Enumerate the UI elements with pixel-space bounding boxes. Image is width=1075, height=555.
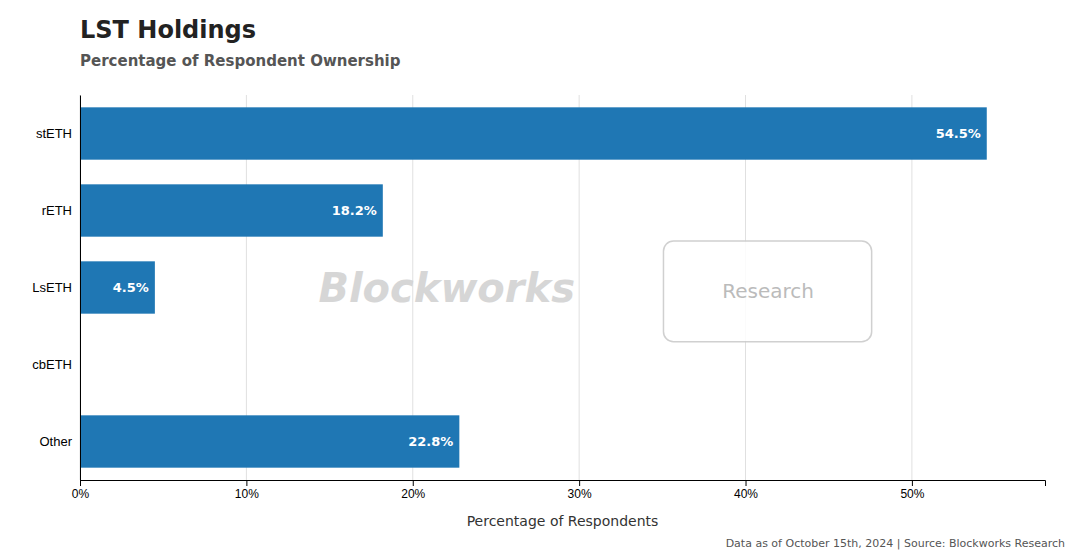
- x-tick-mark: [246, 480, 247, 486]
- y-tick-label: Other: [39, 434, 72, 449]
- y-tick-label: stETH: [36, 126, 72, 141]
- x-tick-label: 20%: [401, 487, 425, 501]
- data-label: 54.5%: [936, 126, 981, 141]
- x-tick-label: 10%: [235, 487, 259, 501]
- chart-svg: Blockworks Research 0% 10% 20% 30% 40% 50% stETH…: [0, 0, 1075, 555]
- bar: [80, 107, 987, 159]
- y-tick-label: cbETH: [32, 357, 72, 372]
- y-tick: rETH: [42, 203, 72, 218]
- x-tick-mark: [413, 480, 414, 486]
- bar: [80, 261, 155, 313]
- y-tick: LsETH: [32, 280, 72, 295]
- x-tick: 0%: [72, 480, 90, 501]
- y-axis: stETH rETH LsETH cbETH Other: [32, 96, 80, 481]
- y-tick-label: LsETH: [32, 280, 72, 295]
- x-tick: 10%: [235, 480, 259, 501]
- x-axis-title: Percentage of Respondents: [467, 513, 659, 529]
- x-tick: 20%: [401, 480, 425, 501]
- x-axis: 0% 10% 20% 30% 40% 50%: [72, 480, 1046, 501]
- watermark: Blockworks Research: [318, 241, 871, 342]
- x-tick-label: 0%: [72, 487, 90, 501]
- bar: [80, 415, 459, 467]
- bars: [80, 107, 987, 467]
- x-tick-mark: [579, 480, 580, 486]
- grid-line: [80, 95, 81, 480]
- watermark-badge-text: Research: [722, 279, 814, 303]
- plot-area: Blockworks Research 0% 10% 20% 30% 40% 50% stETH…: [32, 95, 1045, 501]
- chart-container: Blockworks Research 0% 10% 20% 30% 40% 50% stETH…: [0, 0, 1075, 555]
- x-tick: 40%: [734, 480, 758, 501]
- x-tick: 50%: [900, 480, 924, 501]
- title: LST Holdings: [80, 16, 256, 44]
- y-tick: stETH: [36, 126, 72, 141]
- x-tick-mark: [80, 480, 81, 486]
- bar: [80, 184, 383, 236]
- data-label: 18.2%: [332, 203, 377, 218]
- watermark-badge: [663, 241, 871, 342]
- data-labels: 54.5% 18.2% 4.5% 22.8%: [113, 126, 981, 449]
- footnote: Data as of October 15th, 2024 | Source: …: [726, 537, 1065, 550]
- subtitle: Percentage of Respondent Ownership: [80, 52, 401, 70]
- y-tick: cbETH: [32, 357, 72, 372]
- x-tick-mark: [746, 480, 747, 486]
- x-tick-label: 30%: [568, 487, 592, 501]
- y-axis-line: [80, 96, 81, 481]
- y-tick: Other: [39, 434, 72, 449]
- data-label: 4.5%: [113, 280, 149, 295]
- data-label: 22.8%: [408, 434, 453, 449]
- x-tick-label: 40%: [734, 487, 758, 501]
- x-tick: 30%: [568, 480, 592, 501]
- x-tick-label: 50%: [900, 487, 924, 501]
- x-axis-line: [81, 481, 1046, 487]
- watermark-text: Blockworks: [318, 265, 575, 311]
- x-tick-mark: [912, 480, 913, 486]
- y-tick-label: rETH: [42, 203, 72, 218]
